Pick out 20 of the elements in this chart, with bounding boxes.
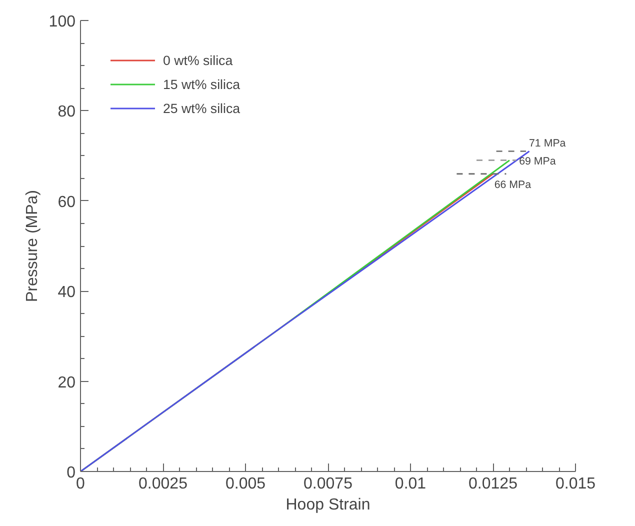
x-tick-label: 0.005 (225, 476, 266, 492)
legend-label: 25 wt% silica (163, 100, 240, 116)
x-tick-label: 0.015 (555, 476, 596, 492)
y-tick-label: 40 (58, 284, 76, 302)
ref-line-label: 66 MPa (494, 178, 532, 191)
x-tick-label: 0.0075 (304, 476, 353, 492)
y-tick-label: 80 (58, 104, 76, 121)
y-tick-label: 60 (58, 194, 76, 211)
x-tick-label: 0.0125 (468, 476, 518, 492)
y-tick-label: 0 (66, 464, 76, 482)
ref-line-label: 71 MPa (529, 137, 566, 150)
legend-label: 0 wt% silica (163, 52, 233, 68)
y-axis-title: Pressure (MPa) (24, 190, 41, 302)
y-tick-label: 20 (58, 374, 76, 392)
legend-label: 15 wt% silica (163, 76, 240, 92)
x-tick-label: 0.0025 (138, 476, 188, 492)
x-tick-label: 0.01 (394, 476, 426, 492)
y-tick-label: 100 (48, 14, 76, 30)
ref-line-label: 69 MPa (519, 155, 556, 168)
x-axis-title: Hoop Strain (286, 496, 370, 514)
